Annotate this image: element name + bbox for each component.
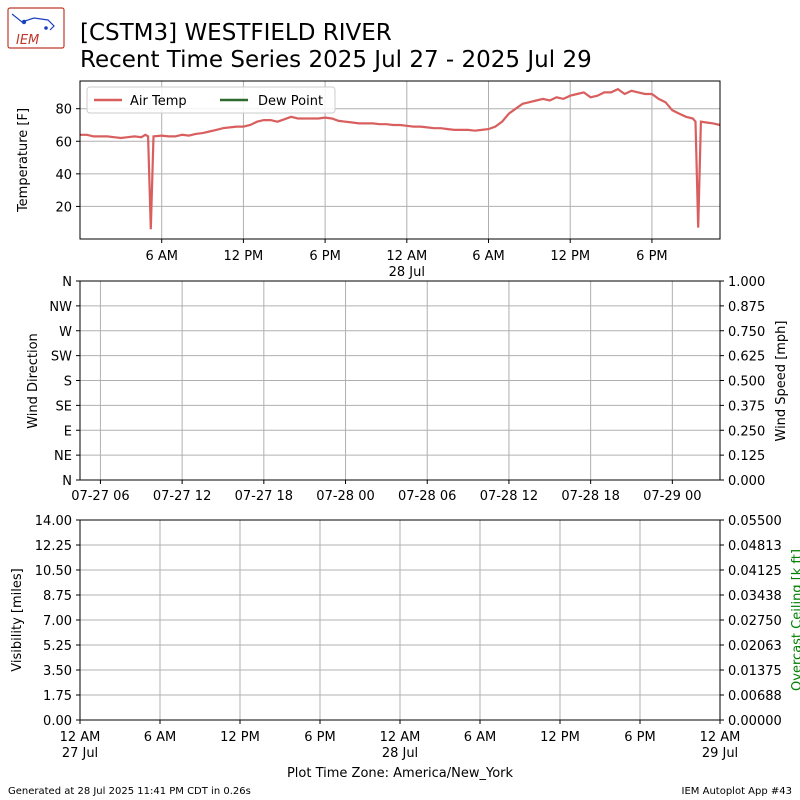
wind-direction-ticks: N NE E SE S SW W NW N: [49, 275, 80, 489]
ceiling-ticks: 0.00000 0.00688 0.01375 0.02063 0.02750 0.034…: [720, 514, 782, 729]
visibility-x-tick-sublabel: 28 Jul: [382, 746, 418, 761]
visibility-panel: 0.001.753.505.257.008.7510.5012.2514.00 …: [10, 514, 800, 761]
generated-timestamp: Generated at 28 Jul 2025 11:41 PM CDT in…: [8, 786, 251, 797]
temperature-y-tick-label: 40: [55, 168, 72, 183]
visibility-x-tick-label: 12 AM: [60, 730, 101, 745]
temperature-x-tick-label: 6 PM: [636, 249, 667, 264]
wind-speed-tick-label: 0.250: [728, 424, 765, 439]
wind-speed-tick-label: 0.875: [728, 300, 765, 315]
visibility-tick-label: 5.25: [43, 639, 72, 654]
wind-direction-tick-label: N: [62, 474, 72, 489]
visibility-tick-label: 7.00: [43, 614, 72, 629]
ceiling-tick-label: 0.01375: [728, 664, 782, 679]
wind-speed-tick-label: 0.125: [728, 449, 765, 464]
temperature-y-tick-label: 20: [55, 200, 72, 215]
wind-direction-label: Wind Direction: [26, 333, 41, 429]
wind-x-tick-label: 07-28 00: [316, 489, 374, 504]
ceiling-tick-label: 0.03438: [728, 589, 782, 604]
visibility-x-tick-label: 6 AM: [464, 730, 497, 745]
ceiling-y-label: Overcast Ceiling [k ft]: [790, 549, 800, 691]
visibility-x-tick-label: 12 PM: [220, 730, 260, 745]
wind-speed-tick-label: 0.500: [728, 375, 765, 390]
temperature-y-ticks: 20 40 60 80: [55, 103, 80, 215]
wind-grid: [80, 280, 720, 481]
wind-direction-tick-label: SE: [56, 399, 72, 414]
wind-speed-tick-label: 1.000: [728, 275, 765, 290]
temperature-x-tick-sublabel: 28 Jul: [389, 265, 425, 280]
iem-logo: IEM: [7, 7, 65, 49]
temperature-x-tick-label: 12 AM: [386, 249, 427, 264]
chart-title-line1: [CSTM3] WESTFIELD RIVER: [80, 20, 392, 46]
visibility-y-label: Visibility [miles]: [10, 568, 25, 671]
ceiling-tick-label: 0.04125: [728, 564, 782, 579]
visibility-tick-label: 12.25: [35, 539, 72, 554]
wind-x-tick-label: 07-28 06: [398, 489, 456, 504]
wind-speed-tick-label: 0.625: [728, 350, 765, 365]
temperature-legend: Air Temp Dew Point: [86, 86, 336, 114]
wind-x-tick-label: 07-28 12: [480, 489, 538, 504]
wind-x-tick-label: 07-27 12: [153, 489, 211, 504]
visibility-x-tick-label: 6 PM: [624, 730, 655, 745]
wind-speed-tick-label: 0.750: [728, 325, 765, 340]
chart-title-line2: Recent Time Series 2025 Jul 27 - 2025 Ju…: [80, 47, 592, 73]
wind-direction-tick-label: NW: [49, 300, 72, 315]
visibility-tick-label: 8.75: [43, 589, 72, 604]
temperature-x-tick-label: 6 AM: [145, 249, 178, 264]
air-temp-line: [80, 87, 721, 230]
wind-x-tick-label: 07-27 18: [235, 489, 293, 504]
temperature-y-tick-label: 80: [55, 103, 72, 118]
visibility-x-tick-label: 6 AM: [144, 730, 177, 745]
ceiling-tick-label: 0.00688: [728, 689, 782, 704]
wind-speed-tick-label: 0.000: [728, 474, 765, 489]
temperature-y-label: Temperature [F]: [16, 108, 31, 213]
visibility-x-tick-label: 12 AM: [700, 730, 741, 745]
visibility-tick-label: 1.75: [43, 689, 72, 704]
temperature-axes-frame: [79, 80, 721, 240]
visibility-tick-label: 14.00: [35, 514, 72, 529]
wind-speed-tick-label: 0.375: [728, 399, 765, 414]
wind-speed-ticks: 0.000 0.125 0.250 0.375 0.500 0.625 0.750 0.875…: [720, 275, 765, 489]
wind-direction-tick-label: W: [59, 325, 72, 340]
wind-direction-tick-label: E: [64, 424, 72, 439]
visibility-tick-label: 0.00: [43, 714, 72, 729]
visibility-ticks: 0.00 1.75 3.50 5.25 7.00 8.75 10.50 12.25 14.00: [35, 514, 80, 729]
wind-x-tick-label: 07-27 06: [71, 489, 129, 504]
visibility-tick-label: 3.50: [43, 664, 72, 679]
visibility-x-tick-sublabel: 29 Jul: [702, 746, 738, 761]
temperature-y-tick-label: 60: [55, 135, 72, 150]
visibility-x-tick-sublabel: 27 Jul: [62, 746, 98, 761]
legend-dew-point-label: Dew Point: [258, 94, 323, 109]
ceiling-tick-label: 0.04813: [728, 539, 782, 554]
wind-direction-tick-label: NE: [54, 449, 72, 464]
wind-direction-tick-label: S: [64, 375, 72, 390]
visibility-x-tick-label: 12 PM: [540, 730, 580, 745]
wind-x-tick-label: 07-28 18: [561, 489, 619, 504]
temperature-x-tick-label: 12 PM: [224, 249, 264, 264]
temperature-x-tick-label: 6 AM: [472, 249, 505, 264]
x-axis-timezone-label: Plot Time Zone: America/New_York: [287, 766, 514, 781]
ceiling-tick-label: 0.02063: [728, 639, 782, 654]
ceiling-tick-label: 0.02750: [728, 614, 782, 629]
wind-speed-label: Wind Speed [mph]: [774, 321, 789, 442]
ceiling-tick-label: 0.00000: [728, 714, 782, 729]
temperature-x-tick-label: 12 PM: [550, 249, 590, 264]
visibility-grid: [79, 519, 721, 721]
wind-direction-tick-label: N: [62, 275, 72, 290]
wind-direction-tick-label: SW: [51, 350, 72, 365]
wind-x-tick-label: 07-29 00: [643, 489, 701, 504]
wind-x-ticks: 07-27 06 07-27 12 07-27 18 07-28 00 07-28 06…: [71, 480, 702, 504]
visibility-x-tick-label: 6 PM: [304, 730, 335, 745]
ceiling-tick-label: 0.05500: [728, 514, 782, 529]
logo-text: IEM: [16, 33, 39, 48]
visibility-x-tick-label: 12 AM: [380, 730, 421, 745]
temperature-x-tick-label: 6 PM: [309, 249, 340, 264]
app-credit: IEM Autoplot App #43: [682, 786, 792, 797]
visibility-tick-label: 10.50: [35, 564, 72, 579]
legend-air-temp-label: Air Temp: [130, 94, 187, 109]
